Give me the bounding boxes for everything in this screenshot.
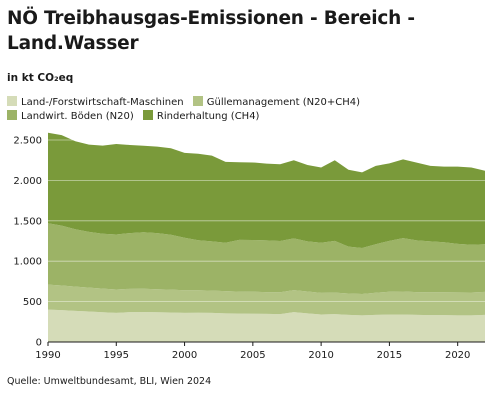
legend-swatch <box>7 110 17 120</box>
area-series-3 <box>48 223 485 294</box>
legend-item: Güllemanagement (N20+CH4) <box>192 96 360 110</box>
legend-swatch <box>142 110 153 120</box>
legend-label: Land-/Forstwirtschaft-Maschinen <box>21 97 184 108</box>
chart-title: NÖ Treibhausgas-Emissionen - Bereich - L… <box>7 8 415 54</box>
legend-label: Rinderhaltung (CH4) <box>156 111 260 122</box>
legend-label: Landwirt. Böden (N20) <box>21 111 134 122</box>
x-tick-label: 2000 <box>172 350 197 361</box>
legend: Land-/Forstwirtschaft-Maschinen Gülleman… <box>7 96 493 124</box>
area-series-2 <box>48 284 485 316</box>
x-tick-label: 2005 <box>240 350 265 361</box>
y-tick-label: 1.500 <box>13 216 42 227</box>
x-tick-label: 1995 <box>104 350 129 361</box>
x-tick-label: 1990 <box>35 350 60 361</box>
y-tick-label: 1.000 <box>13 257 42 268</box>
area-series-1 <box>48 309 485 342</box>
x-tick-label: 2020 <box>445 350 470 361</box>
y-tick-label: 500 <box>23 297 42 308</box>
source-note: Quelle: Umweltbundesamt, BLI, Wien 2024 <box>7 376 212 387</box>
legend-swatch <box>7 96 17 106</box>
x-tick-label: 2015 <box>377 350 402 361</box>
legend-item: Landwirt. Böden (N20) <box>7 110 134 124</box>
legend-item: Rinderhaltung (CH4) <box>142 110 260 124</box>
legend-label: Güllemanagement (N20+CH4) <box>206 97 360 108</box>
y-tick-label: 0 <box>36 338 42 349</box>
y-tick-label: 2.500 <box>13 136 42 147</box>
legend-swatch <box>192 96 203 106</box>
x-tick-label: 2010 <box>308 350 333 361</box>
legend-item: Land-/Forstwirtschaft-Maschinen <box>7 96 184 110</box>
area-series-4 <box>48 132 485 248</box>
unit-label: in kt CO₂eq <box>7 72 74 84</box>
y-tick-label: 2.000 <box>13 176 42 187</box>
